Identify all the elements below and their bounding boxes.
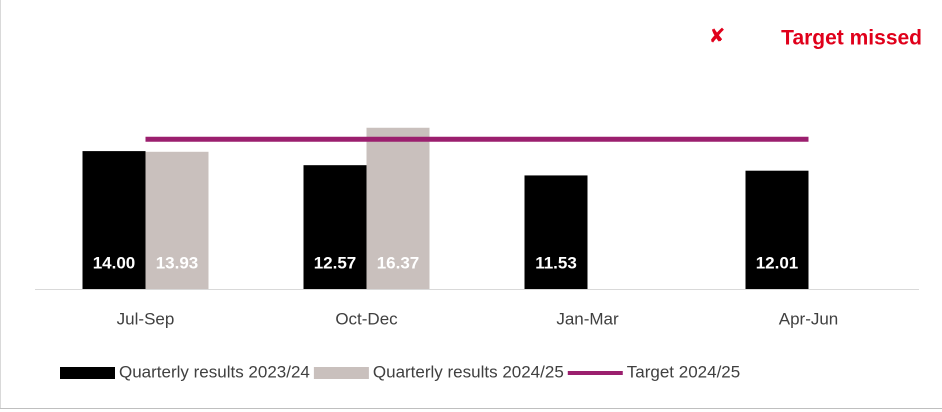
value-label: 13.93 [156,253,199,272]
annotation: Target missed [781,27,922,50]
bar [303,165,367,289]
bar [745,170,809,289]
legend-label: Quarterly results 2023/24 [119,362,310,381]
bar [82,151,146,289]
legend-label: Target 2024/25 [627,362,740,381]
bar [524,175,588,289]
legend-swatch [60,367,115,379]
x-tick-label: Jan-Mar [556,309,619,328]
legend-swatch [313,367,369,379]
bar [366,127,430,290]
x-tick-label: Apr-Jun [779,309,839,328]
x-tick-label: Oct-Dec [335,309,398,328]
legend-label: Quarterly results 2024/25 [373,362,564,381]
value-label: 12.01 [756,253,799,272]
x-tick-label: Jul-Sep [117,309,175,328]
value-label: 16.37 [377,253,420,272]
value-label: 12.57 [314,253,357,272]
value-label: 11.53 [535,253,577,272]
cross-icon: ✘ [709,25,726,47]
value-label: 14.00 [93,253,136,272]
bar [145,151,209,289]
